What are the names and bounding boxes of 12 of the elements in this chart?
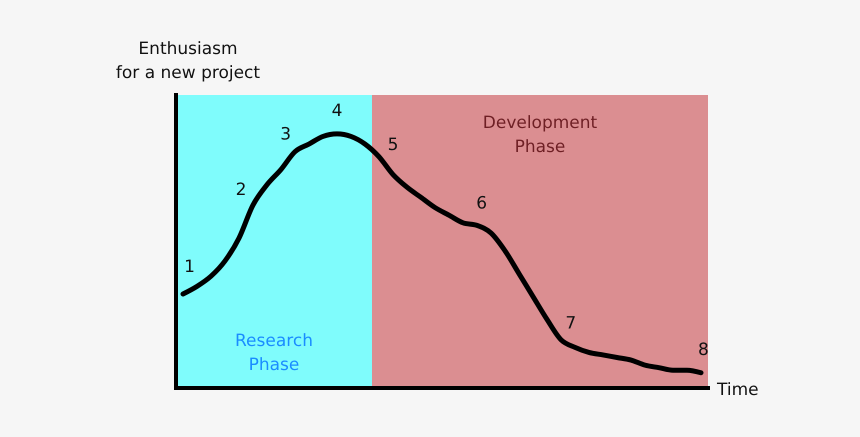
annotation: Research Phase xyxy=(235,331,313,375)
y-axis-title: Enthusiasm for a new project xyxy=(114,38,262,85)
annotation: 5 xyxy=(388,134,398,155)
annotation: 2 xyxy=(236,180,246,200)
annotation: 6 xyxy=(476,194,488,214)
annotation: 3 xyxy=(280,124,292,145)
annotation: 4 xyxy=(332,100,342,121)
annotation: Development Phase xyxy=(482,113,598,157)
annotation: 8 xyxy=(698,340,709,360)
x-axis-title: Time xyxy=(717,379,759,402)
annotation: 7 xyxy=(565,313,576,334)
annotation: 1 xyxy=(184,256,196,277)
